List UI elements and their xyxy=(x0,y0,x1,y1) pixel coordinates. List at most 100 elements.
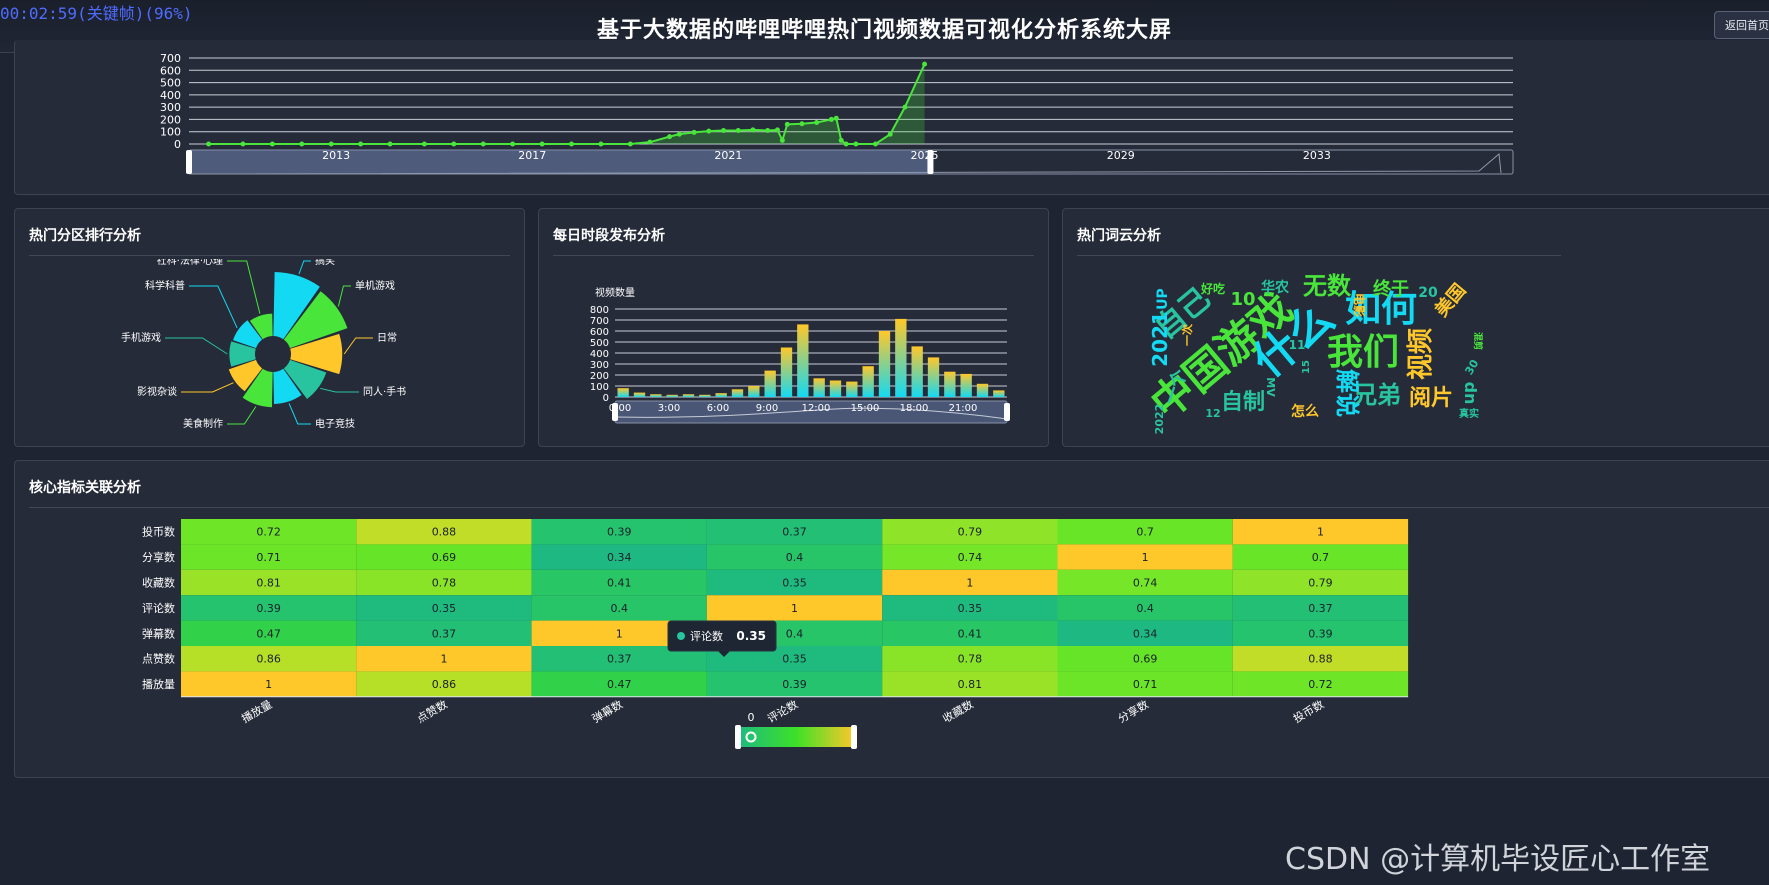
heatmap-cell[interactable] xyxy=(356,646,532,672)
heatmap-cell[interactable] xyxy=(356,519,532,545)
x-tick-label: 0:00 xyxy=(609,403,631,414)
heatmap-cell[interactable] xyxy=(882,519,1058,545)
heatmap-cell[interactable] xyxy=(1057,544,1233,570)
visualmap-handle-left[interactable] xyxy=(735,725,741,749)
heatmap-cell[interactable] xyxy=(531,569,707,596)
heatmap-cell[interactable] xyxy=(882,646,1058,672)
heatmap-cell[interactable] xyxy=(882,595,1058,621)
heatmap-cell[interactable] xyxy=(1057,671,1233,697)
data-point xyxy=(269,141,275,147)
heatmap-cell[interactable] xyxy=(882,671,1058,697)
back-home-button[interactable]: 返回首页 xyxy=(1714,11,1769,39)
bar[interactable] xyxy=(976,383,989,397)
data-point xyxy=(387,141,393,147)
rose-slice[interactable] xyxy=(249,313,273,340)
bar[interactable] xyxy=(862,366,874,397)
heatmap-cell[interactable] xyxy=(1057,595,1233,621)
heatmap-cell[interactable] xyxy=(181,620,357,646)
bar[interactable] xyxy=(846,381,858,397)
cloud-word: 电影 xyxy=(1352,293,1367,317)
heatmap-cell[interactable] xyxy=(706,671,883,697)
datazoom-handle-right[interactable] xyxy=(1004,403,1010,421)
bar[interactable] xyxy=(682,394,695,397)
heatmap-cell[interactable] xyxy=(531,519,707,545)
heatmap-cell[interactable] xyxy=(181,519,357,545)
heatmap-cell[interactable] xyxy=(706,544,883,570)
heatmap-cell[interactable] xyxy=(1232,671,1409,697)
cloud-word: 30 xyxy=(1463,357,1482,377)
heatmap-cell[interactable] xyxy=(882,544,1058,570)
heatmap-cell[interactable] xyxy=(1057,569,1233,596)
datazoom-selection[interactable] xyxy=(189,150,931,174)
bar[interactable] xyxy=(944,371,956,397)
heatmap-cell[interactable] xyxy=(1057,646,1233,672)
heatmap-cell[interactable] xyxy=(181,671,357,697)
visualmap-bar[interactable] xyxy=(737,727,855,747)
heatmap-cell[interactable] xyxy=(1232,544,1409,570)
bar[interactable] xyxy=(960,373,972,397)
rose-slice[interactable] xyxy=(273,368,302,404)
heatmap-cell[interactable] xyxy=(1232,569,1409,596)
bar[interactable] xyxy=(715,393,727,397)
bar[interactable] xyxy=(617,388,629,397)
bar[interactable] xyxy=(780,347,793,398)
bar[interactable] xyxy=(699,394,711,397)
rose-slice[interactable] xyxy=(283,291,348,349)
heatmap-panel: 核心指标关联分析 投币数 0.72 0.88 0.39 0.37 0.79 0.7 1 分享数 0… xyxy=(14,460,1769,778)
heatmap-cell[interactable] xyxy=(531,671,707,697)
heatmap-cell[interactable] xyxy=(1232,620,1409,646)
datazoom-handle-right[interactable] xyxy=(927,150,934,174)
heatmap-cell[interactable] xyxy=(181,569,357,596)
rose-slice[interactable] xyxy=(229,341,256,367)
heatmap-cell[interactable] xyxy=(181,646,357,672)
bar[interactable] xyxy=(878,331,891,397)
heatmap-cell[interactable] xyxy=(356,671,532,697)
heatmap-cell[interactable] xyxy=(882,569,1058,596)
bar[interactable] xyxy=(650,394,662,397)
slice-label: 日常 xyxy=(377,331,397,344)
heatmap-cell[interactable] xyxy=(356,569,532,596)
x-axis-label: 播放量 xyxy=(239,697,275,726)
rose-slice[interactable] xyxy=(290,333,343,375)
heatmap-cell[interactable] xyxy=(1057,519,1233,545)
heatmap-cell[interactable] xyxy=(531,544,707,570)
heatmap-cell[interactable] xyxy=(706,595,883,621)
data-point xyxy=(206,141,212,147)
visualmap-handle-right[interactable] xyxy=(851,725,857,749)
heatmap-cell[interactable] xyxy=(882,620,1058,646)
heatmap-cell[interactable] xyxy=(356,620,532,646)
bar[interactable] xyxy=(748,386,760,397)
heatmap-cell[interactable] xyxy=(181,595,357,621)
bar[interactable] xyxy=(666,394,678,397)
heatmap-cell[interactable] xyxy=(356,544,532,570)
datazoom-handle-left[interactable] xyxy=(612,403,618,421)
heatmap-cell[interactable] xyxy=(1232,646,1409,672)
rose-slice[interactable] xyxy=(283,359,327,399)
bar[interactable] xyxy=(927,357,940,397)
heatmap-cell[interactable] xyxy=(1057,620,1233,646)
bar[interactable] xyxy=(993,390,1005,397)
heatmap-cell[interactable] xyxy=(181,544,357,570)
bar[interactable] xyxy=(797,324,809,397)
bar[interactable] xyxy=(633,392,646,397)
bar[interactable] xyxy=(911,346,923,397)
rose-slice[interactable] xyxy=(233,320,263,349)
rose-slice[interactable] xyxy=(273,272,320,340)
heatmap-cell[interactable] xyxy=(1232,595,1409,621)
heatmap-cell-value: 0.74 xyxy=(958,551,983,564)
bar[interactable] xyxy=(829,380,842,398)
rose-slice[interactable] xyxy=(242,368,273,408)
rose-slice[interactable] xyxy=(228,359,263,392)
heatmap-cell[interactable] xyxy=(1232,519,1409,545)
heatmap-cell-value: 0.37 xyxy=(1308,602,1333,615)
bar[interactable] xyxy=(813,378,825,397)
bar[interactable] xyxy=(764,370,776,397)
heatmap-cell[interactable] xyxy=(356,595,532,621)
heatmap-cell[interactable] xyxy=(706,519,883,545)
datazoom-handle-left[interactable] xyxy=(186,150,192,174)
heatmap-cell[interactable] xyxy=(531,595,707,621)
heatmap-cell-value: 0.7 xyxy=(1312,551,1330,564)
heatmap-cell[interactable] xyxy=(706,569,883,596)
bar[interactable] xyxy=(731,389,744,397)
bar[interactable] xyxy=(895,318,907,397)
